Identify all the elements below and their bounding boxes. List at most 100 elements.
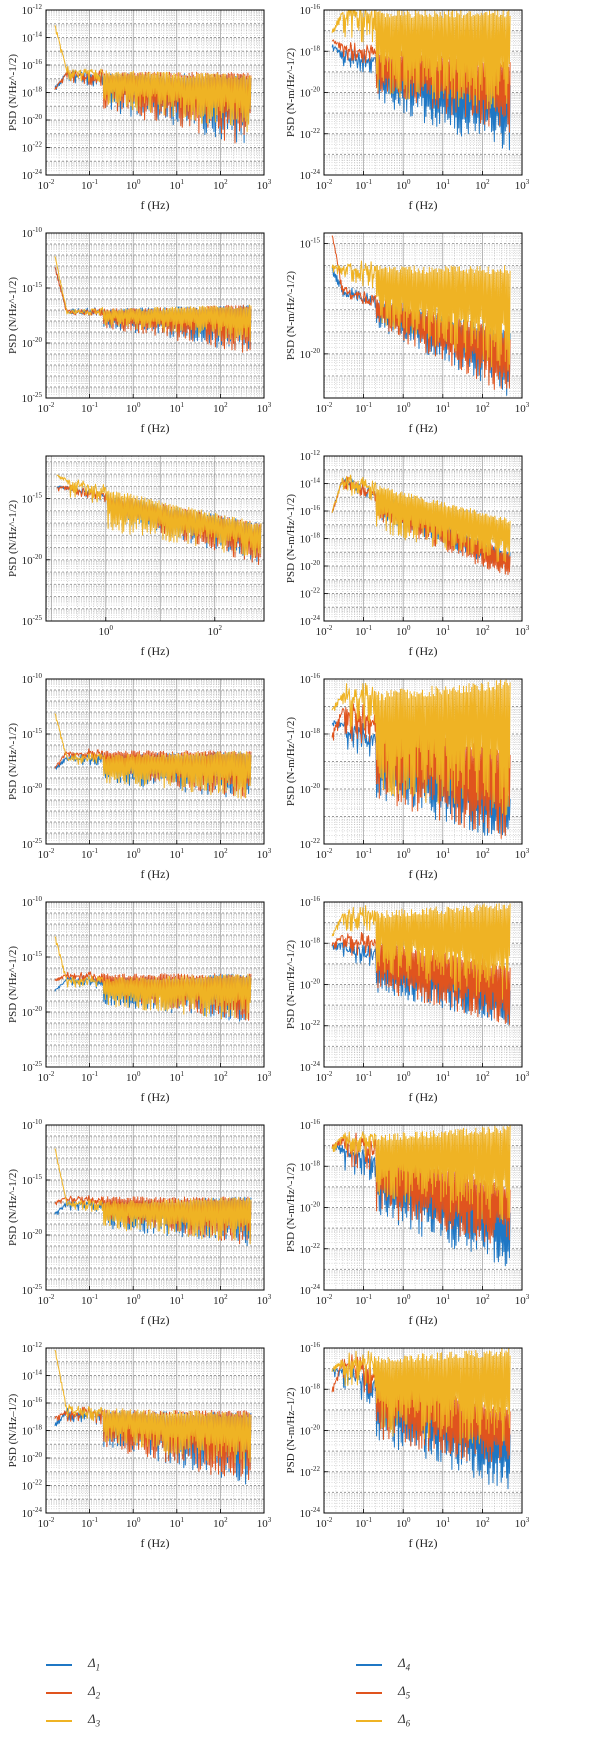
plot-frame xyxy=(45,901,265,1068)
y-tick-label: 10-25 xyxy=(22,1060,43,1074)
series-line-Δ3 xyxy=(54,1349,252,1470)
x-tick-label: 101 xyxy=(436,847,451,861)
legend-swatch-delta-2 xyxy=(46,1692,72,1694)
y-tick-label: 10-22 xyxy=(300,1019,321,1033)
x-tick-label: 102 xyxy=(213,178,228,192)
x-tick-label: 100 xyxy=(126,847,141,861)
x-tick-label: 102 xyxy=(475,401,490,415)
y-tick-label: 10-20 xyxy=(300,559,321,573)
y-tick-label: 10-16 xyxy=(300,672,321,686)
y-tick-label: 10-16 xyxy=(22,58,43,72)
plot-frame xyxy=(45,678,265,845)
y-tick-label: 10-20 xyxy=(22,782,43,796)
y-axis-label: PSD (N-m/Hz–1/2) xyxy=(285,1387,297,1473)
plot-frame xyxy=(45,1124,265,1291)
x-tick-label: 101 xyxy=(436,624,451,638)
x-tick-label: 103 xyxy=(257,401,272,415)
legend-item-delta-4: Δ4 xyxy=(356,1655,556,1675)
y-tick-label: 10-12 xyxy=(300,449,321,463)
psd-plot-13: 10-2 10-1 100 101 102 103 10-24 10-22 10-20 10-18… xyxy=(7,1341,272,1550)
psd-plot-14: 10-2 10-1 100 101 102 103 10-24 10-22 10-20 10-18… xyxy=(285,1341,530,1550)
legend-label-delta-5: Δ5 xyxy=(398,1683,411,1701)
y-tick-label: 10-15 xyxy=(22,492,43,506)
x-tick-label: 10-1 xyxy=(355,178,372,192)
x-axis-label: f (Hz) xyxy=(409,1090,438,1104)
x-tick-label: 10-1 xyxy=(81,178,98,192)
x-tick-label: 101 xyxy=(170,401,185,415)
x-tick-label: 10-1 xyxy=(81,847,98,861)
y-tick-label: 10-14 xyxy=(22,31,43,45)
legend-label-delta-4: Δ4 xyxy=(398,1655,411,1673)
plot-frame xyxy=(323,678,523,845)
legend-item-delta-2: Δ2 xyxy=(46,1683,246,1703)
x-axis-label: f (Hz) xyxy=(141,1536,170,1550)
y-tick-label: 10-22 xyxy=(22,141,43,155)
series-group xyxy=(54,936,252,1022)
x-axis-label: f (Hz) xyxy=(141,867,170,881)
y-axis-label: PSD (N/Hz^-1/2) xyxy=(7,946,19,1023)
y-tick-label: 10-16 xyxy=(300,504,321,518)
series-line-Δ5 xyxy=(331,39,511,133)
y-tick-label: 10-22 xyxy=(300,1465,321,1479)
psd-plot-1: 10-2 10-1 100 101 102 103 10-24 10-22 10-20 10-18… xyxy=(7,3,272,212)
x-tick-label: 102 xyxy=(475,1293,490,1307)
y-tick-label: 10-20 xyxy=(300,1424,321,1438)
y-axis-label: PSD (N-m/Hz^-1/2) xyxy=(285,940,297,1030)
y-tick-label: 10-20 xyxy=(22,1451,43,1465)
series-group xyxy=(54,1349,252,1485)
x-axis-label: f (Hz) xyxy=(141,1090,170,1104)
legend-item-delta-6: Δ6 xyxy=(356,1711,556,1731)
y-axis-label: PSD (N/Hz^-1/2) xyxy=(7,54,19,131)
series-group xyxy=(331,10,511,151)
series-line-Δ3 xyxy=(54,713,252,799)
x-axis-label: f (Hz) xyxy=(141,198,170,212)
plot-frame xyxy=(45,455,265,622)
y-tick-label: 10-20 xyxy=(22,1005,43,1019)
y-tick-label: 10-20 xyxy=(300,347,321,361)
x-tick-label: 10-1 xyxy=(355,1070,372,1084)
psd-plot-7: 10-2 10-1 100 101 102 103 10-25 10-20 10-15 10-10… xyxy=(7,672,272,881)
y-tick-label: 10-18 xyxy=(300,1159,321,1173)
y-tick-label: 10-24 xyxy=(22,168,43,182)
series-line-Δ3 xyxy=(54,256,252,342)
x-axis-label: f (Hz) xyxy=(141,1313,170,1327)
series-group xyxy=(331,679,511,839)
x-tick-label: 10-2 xyxy=(38,401,55,415)
y-axis-label: PSD (N/Hz^-1/2) xyxy=(7,500,19,577)
x-tick-label: 10-1 xyxy=(355,624,372,638)
y-tick-label: 10-18 xyxy=(300,532,321,546)
psd-plot-5: 100 102 10-25 10-20 10-15 f (Hz) PSD (N/Hz^-1/… xyxy=(7,455,265,658)
legend-swatch-delta-5 xyxy=(356,1692,382,1694)
x-tick-label: 103 xyxy=(515,1293,530,1307)
y-tick-label: 10-24 xyxy=(300,1283,321,1297)
x-tick-label: 10-1 xyxy=(81,1516,98,1530)
y-axis-label: PSD (N-m/Hz^-1/2) xyxy=(285,717,297,807)
y-axis-label: PSD (N-m/Hz^-1/2) xyxy=(285,494,297,584)
x-tick-label: 103 xyxy=(515,1070,530,1084)
x-tick-label: 102 xyxy=(475,1516,490,1530)
x-tick-label: 10-1 xyxy=(355,847,372,861)
y-tick-label: 10-12 xyxy=(22,1341,43,1355)
y-tick-label: 10-10 xyxy=(22,226,43,240)
series-group xyxy=(331,1348,511,1490)
x-tick-label: 101 xyxy=(170,1516,185,1530)
series-line-Δ3 xyxy=(54,1148,252,1245)
series-group xyxy=(54,256,252,353)
x-tick-label: 100 xyxy=(126,401,141,415)
y-tick-label: 10-24 xyxy=(22,1506,43,1520)
x-tick-label: 10-2 xyxy=(316,624,333,638)
y-tick-label: 10-15 xyxy=(22,950,43,964)
y-tick-label: 10-25 xyxy=(22,614,43,628)
y-tick-label: 10-20 xyxy=(22,1228,43,1242)
series-line-Δ6 xyxy=(331,1125,511,1221)
series-line-Δ6 xyxy=(331,679,511,816)
series-group xyxy=(54,713,252,799)
legend-swatch-delta-4 xyxy=(356,1664,382,1666)
x-axis-label: f (Hz) xyxy=(141,421,170,435)
series-group xyxy=(54,1148,252,1246)
psd-plot-8: 10-2 10-1 100 101 102 103 10-22 10-20 10-18 10-16… xyxy=(285,672,530,881)
x-tick-label: 102 xyxy=(475,178,490,192)
y-tick-label: 10-18 xyxy=(300,727,321,741)
x-tick-label: 103 xyxy=(257,1293,272,1307)
y-tick-label: 10-18 xyxy=(300,936,321,950)
